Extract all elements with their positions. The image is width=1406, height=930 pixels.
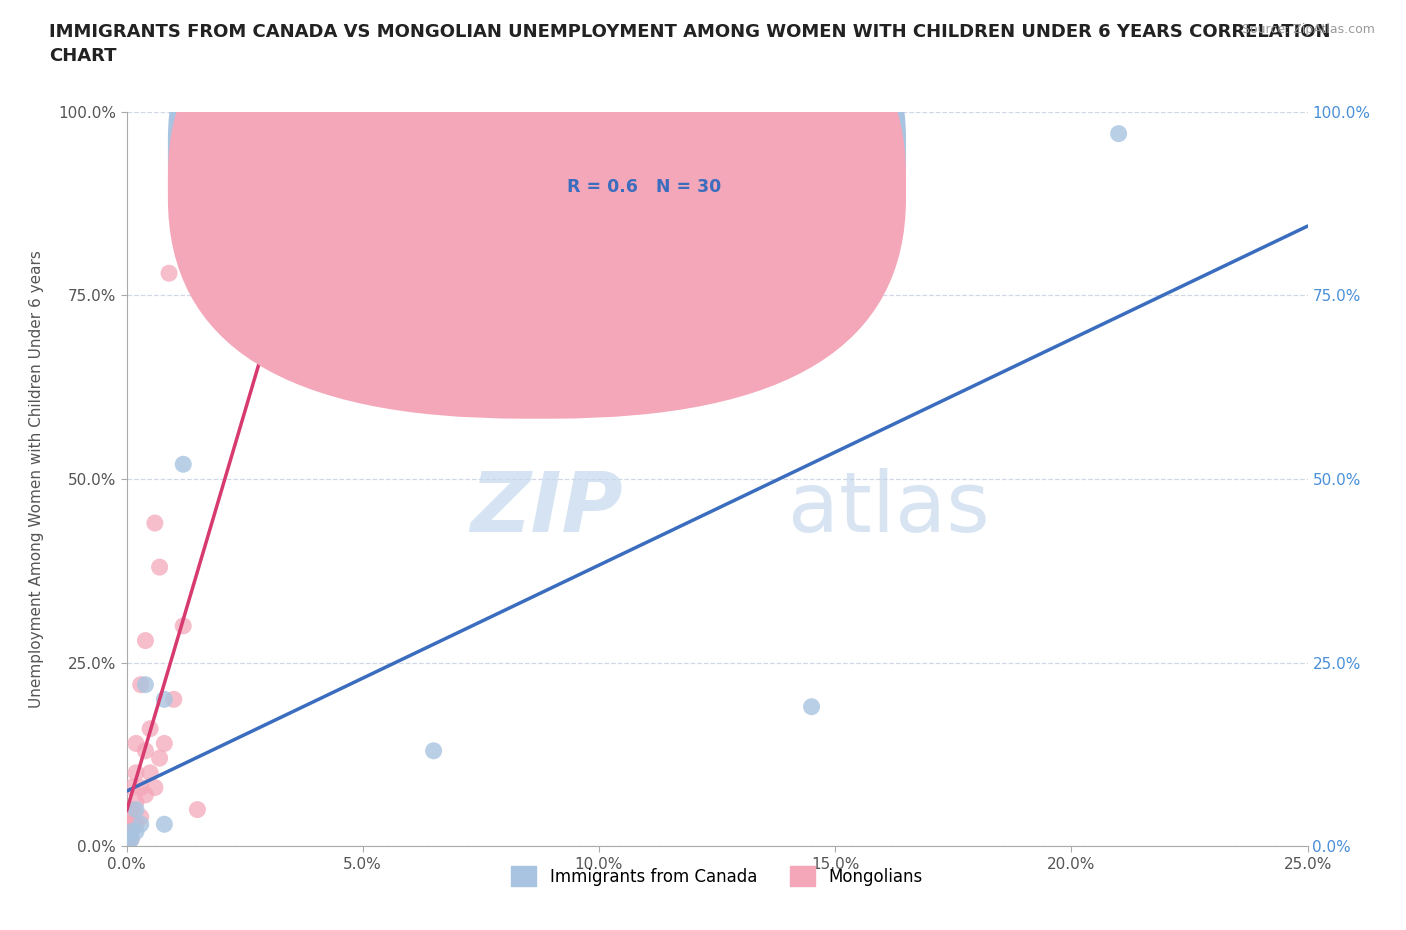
Point <box>139 722 162 737</box>
Point <box>134 743 156 758</box>
Text: Source: ZipAtlas.com: Source: ZipAtlas.com <box>1241 23 1375 36</box>
Point <box>153 692 176 707</box>
Point <box>186 802 208 817</box>
Point <box>120 802 142 817</box>
Point <box>129 780 152 795</box>
Point <box>125 802 148 817</box>
Point <box>422 743 444 758</box>
Point <box>120 824 142 839</box>
Point <box>157 266 180 281</box>
Text: atlas: atlas <box>787 468 990 549</box>
Point <box>149 560 172 575</box>
Point <box>153 817 176 831</box>
Point <box>172 457 194 472</box>
FancyBboxPatch shape <box>505 119 782 211</box>
FancyBboxPatch shape <box>167 0 905 383</box>
FancyBboxPatch shape <box>167 0 905 418</box>
Point <box>1108 126 1130 141</box>
Point <box>125 795 148 810</box>
Point <box>134 677 156 692</box>
Point <box>149 751 172 765</box>
Point <box>163 692 186 707</box>
Point <box>118 809 141 824</box>
Point <box>118 817 141 831</box>
Point <box>139 765 162 780</box>
Point <box>118 824 141 839</box>
Point <box>129 809 152 824</box>
Point <box>800 699 823 714</box>
Point <box>143 515 166 530</box>
Point <box>120 780 142 795</box>
Point <box>129 817 152 831</box>
Text: R = 0.6   N = 30: R = 0.6 N = 30 <box>567 178 721 195</box>
Y-axis label: Unemployment Among Women with Children Under 6 years: Unemployment Among Women with Children U… <box>30 250 44 708</box>
Point <box>120 831 142 846</box>
Point <box>125 765 148 780</box>
Text: R = 0.825   N = 13: R = 0.825 N = 13 <box>567 140 745 158</box>
Point <box>120 831 142 846</box>
Point <box>120 824 142 839</box>
Point <box>134 788 156 803</box>
Point <box>117 835 139 850</box>
Point <box>118 835 141 850</box>
Text: IMMIGRANTS FROM CANADA VS MONGOLIAN UNEMPLOYMENT AMONG WOMEN WITH CHILDREN UNDER: IMMIGRANTS FROM CANADA VS MONGOLIAN UNEM… <box>49 23 1330 65</box>
Point <box>153 736 176 751</box>
Point <box>125 817 148 831</box>
Point <box>172 618 194 633</box>
Point <box>129 677 152 692</box>
Point <box>143 780 166 795</box>
Point <box>125 736 148 751</box>
Point <box>134 633 156 648</box>
Text: ZIP: ZIP <box>470 468 623 549</box>
Point <box>125 824 148 839</box>
Legend: Immigrants from Canada, Mongolians: Immigrants from Canada, Mongolians <box>505 859 929 893</box>
Point <box>117 831 139 846</box>
